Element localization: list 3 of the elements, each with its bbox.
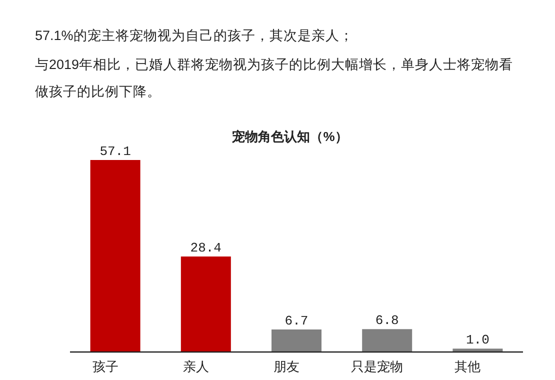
annotation: 与2019年相比，已婚人群将宠物视为孩子的比例大幅增长，单身人士将宠物看做孩子的比例下降。 bbox=[35, 56, 514, 101]
title: 宠物角色认知（%） bbox=[232, 129, 348, 144]
annotation: 57.1%的宠主将宠物视为自己的孩子，其次是亲人； bbox=[35, 27, 354, 45]
